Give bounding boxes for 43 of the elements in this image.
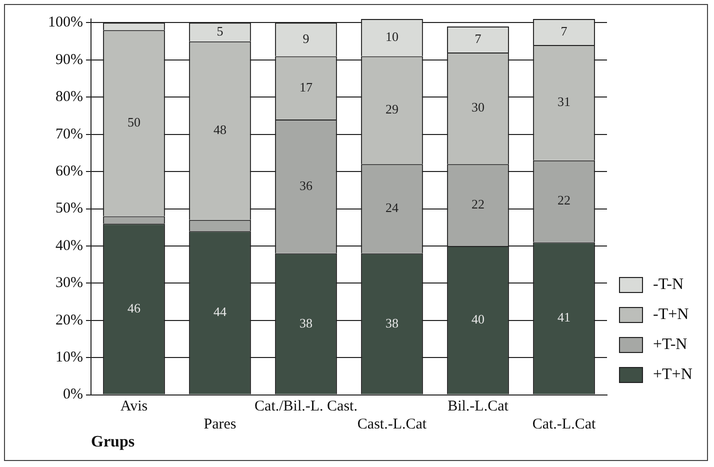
x-tick-label: Cast.-L.Cat <box>357 416 428 433</box>
data-label: 46 <box>127 300 141 316</box>
data-label: 44 <box>213 304 227 320</box>
legend-label: +T-N <box>653 336 688 354</box>
data-label: 50 <box>127 114 140 130</box>
y-tick-label: 100% <box>48 14 83 31</box>
y-tick-label: 0% <box>62 386 83 403</box>
data-label: 7 <box>560 23 568 38</box>
y-tick-label: 60% <box>55 163 83 180</box>
y-tick-label: 90% <box>55 52 83 68</box>
y-tick-label: 40% <box>55 238 83 254</box>
y-tick-label: 70% <box>55 126 83 142</box>
y-tick-label: 80% <box>55 89 83 106</box>
y-tick-label: 20% <box>55 312 83 328</box>
data-label: 22 <box>472 196 484 212</box>
data-label: 38 <box>386 315 398 330</box>
data-label: 31 <box>558 94 570 110</box>
data-label: 29 <box>386 102 398 117</box>
data-label: 48 <box>213 122 226 138</box>
data-label: 10 <box>386 29 398 44</box>
legend-label: +T+N <box>653 366 692 384</box>
data-label: 24 <box>386 200 399 216</box>
data-label: 9 <box>302 30 310 46</box>
legend-label: -T-N <box>653 276 684 294</box>
data-label: 22 <box>558 192 570 208</box>
y-tick-label: 10% <box>55 350 83 366</box>
data-label: 7 <box>474 30 482 46</box>
data-label: 40 <box>472 312 484 327</box>
data-label: 17 <box>299 79 313 94</box>
x-tick-label: Avis <box>120 398 148 415</box>
x-axis-title: Grups <box>90 434 135 451</box>
x-tick-label: Pares <box>204 416 236 433</box>
x-tick-label: Cat./Bil.-L. Cast. <box>254 398 358 415</box>
data-label: 41 <box>558 310 570 325</box>
y-tick-label: 50% <box>55 200 83 217</box>
data-label: 36 <box>299 178 313 193</box>
x-tick-label: Bil.-L.Cat <box>448 398 510 415</box>
y-tick-label: 30% <box>55 275 83 292</box>
data-label: 5 <box>216 23 224 38</box>
data-label: 30 <box>472 100 484 115</box>
data-label: 38 <box>299 315 312 330</box>
legend-label: -T+N <box>653 306 689 324</box>
x-tick-label: Cat.-L.Cat <box>532 416 596 433</box>
